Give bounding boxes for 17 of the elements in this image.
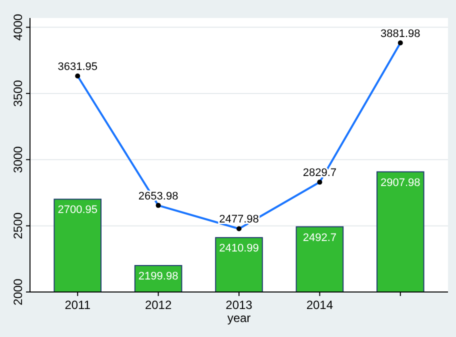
- data-label: 3631.95: [58, 60, 98, 73]
- x-tick-label: 2013: [226, 298, 253, 312]
- data-label: 3881.98: [380, 28, 420, 40]
- y-tick-label: 3500: [11, 80, 25, 107]
- x-tick-label: 2012: [144, 298, 172, 312]
- data-label: 2907.98: [380, 176, 420, 189]
- data-label: 2700.95: [58, 204, 98, 216]
- y-tick-label: 2000: [11, 278, 25, 306]
- x-tick-label: 2014: [306, 298, 334, 312]
- y-tick-label: 2500: [11, 212, 25, 240]
- y-tick-label: 4000: [11, 14, 25, 41]
- y-tick-label: 3000: [11, 146, 25, 173]
- data-label: 2199.98: [138, 270, 178, 283]
- x-axis-title: year: [227, 311, 251, 325]
- x-tick-label: 2011: [64, 298, 91, 312]
- data-label: 2410.99: [219, 242, 259, 255]
- data-label: 2492.7: [302, 232, 337, 244]
